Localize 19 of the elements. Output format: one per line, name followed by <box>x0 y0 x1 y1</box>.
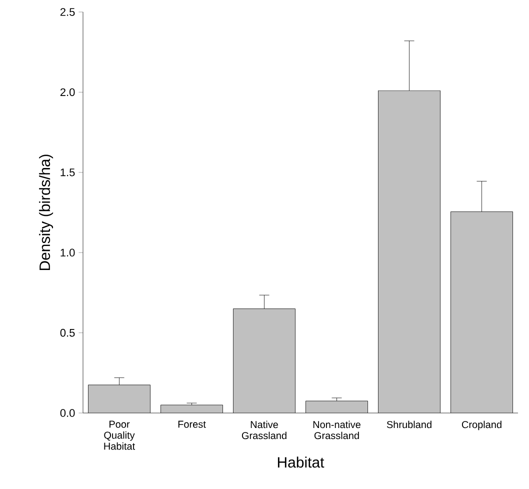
x-tick-label: Shrubland <box>386 420 432 428</box>
bar <box>88 384 150 413</box>
x-tick-label: Non-native Grassland <box>313 420 360 440</box>
y-axis-title: Density (birds/ha) <box>39 154 54 270</box>
y-tick-label: 0.5 <box>60 328 75 337</box>
y-tick-label: 0.0 <box>60 409 75 417</box>
bar <box>233 308 296 413</box>
y-tick-label: 2.5 <box>60 8 75 16</box>
x-axis-title: Habitat <box>278 456 324 468</box>
bar <box>450 211 513 413</box>
x-tick-label: Forest <box>178 420 206 428</box>
x-tick-label: Native Grassland <box>242 420 286 440</box>
y-tick-label: 1.0 <box>60 248 75 256</box>
y-tick-label: 1.5 <box>60 168 75 176</box>
x-tick-label: Cropland <box>462 420 502 430</box>
y-tick-label: 2.0 <box>60 88 75 96</box>
x-tick-label: Poor Quality Habitat <box>104 420 136 450</box>
bar <box>378 90 440 413</box>
bar <box>306 400 368 413</box>
